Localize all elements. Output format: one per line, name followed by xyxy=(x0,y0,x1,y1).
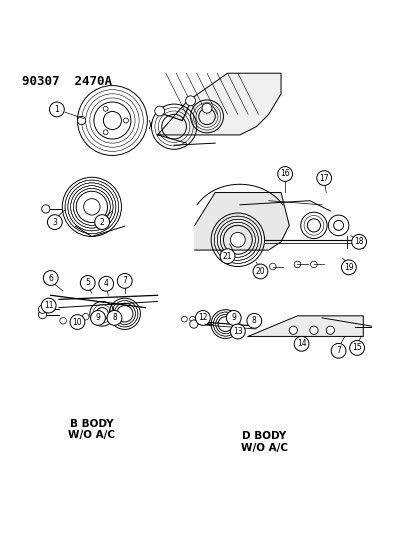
Circle shape xyxy=(269,263,275,270)
Circle shape xyxy=(289,326,297,334)
Circle shape xyxy=(154,106,164,116)
Circle shape xyxy=(316,171,331,185)
Circle shape xyxy=(47,215,62,230)
Circle shape xyxy=(103,106,108,111)
Circle shape xyxy=(72,316,78,322)
Circle shape xyxy=(103,111,121,130)
Text: 11: 11 xyxy=(44,301,53,310)
Circle shape xyxy=(117,273,132,288)
Text: 5: 5 xyxy=(85,278,90,287)
Circle shape xyxy=(226,311,240,325)
Circle shape xyxy=(294,261,300,268)
Text: 12: 12 xyxy=(198,313,207,322)
Circle shape xyxy=(107,311,121,325)
Text: 13: 13 xyxy=(233,327,242,336)
Circle shape xyxy=(90,311,105,325)
Text: 7: 7 xyxy=(335,346,340,356)
Circle shape xyxy=(277,167,292,181)
Circle shape xyxy=(294,336,308,351)
Circle shape xyxy=(325,326,334,334)
Circle shape xyxy=(197,316,203,322)
Circle shape xyxy=(103,130,108,135)
Circle shape xyxy=(330,343,345,358)
Circle shape xyxy=(351,235,366,249)
Circle shape xyxy=(41,298,56,313)
Text: 9: 9 xyxy=(231,313,235,322)
Circle shape xyxy=(189,316,195,322)
Text: 16: 16 xyxy=(280,169,289,179)
Circle shape xyxy=(43,271,58,285)
Polygon shape xyxy=(247,316,362,336)
Circle shape xyxy=(181,316,187,322)
Circle shape xyxy=(252,264,267,279)
Circle shape xyxy=(70,314,85,329)
Text: 1: 1 xyxy=(55,105,59,114)
Text: 9: 9 xyxy=(95,313,100,322)
Text: 8: 8 xyxy=(112,313,116,322)
Polygon shape xyxy=(194,192,289,250)
Circle shape xyxy=(77,116,85,125)
Circle shape xyxy=(99,277,114,291)
Text: 18: 18 xyxy=(354,237,363,246)
Circle shape xyxy=(246,313,261,328)
Circle shape xyxy=(38,305,47,313)
Text: 20: 20 xyxy=(255,267,265,276)
Circle shape xyxy=(50,102,64,117)
Text: 8: 8 xyxy=(251,316,256,325)
Circle shape xyxy=(123,118,128,123)
Circle shape xyxy=(341,260,356,274)
Text: 6: 6 xyxy=(48,273,53,282)
Text: 15: 15 xyxy=(351,343,361,352)
Circle shape xyxy=(59,318,66,324)
Circle shape xyxy=(185,96,195,106)
Circle shape xyxy=(42,205,50,213)
Circle shape xyxy=(80,276,95,290)
Circle shape xyxy=(230,232,244,247)
Circle shape xyxy=(310,261,316,268)
Text: B BODY
W/O A/C: B BODY W/O A/C xyxy=(68,418,115,440)
Text: 90307  2470A: 90307 2470A xyxy=(22,75,112,88)
Text: 17: 17 xyxy=(318,174,328,183)
Text: 4: 4 xyxy=(104,279,109,288)
Text: 10: 10 xyxy=(72,318,82,327)
Text: 19: 19 xyxy=(343,263,353,272)
Circle shape xyxy=(220,249,235,264)
Text: 21: 21 xyxy=(222,252,232,261)
Circle shape xyxy=(83,199,100,215)
Text: 3: 3 xyxy=(52,217,57,227)
Circle shape xyxy=(309,326,317,334)
Circle shape xyxy=(195,311,210,325)
Circle shape xyxy=(38,311,47,319)
Circle shape xyxy=(189,320,197,328)
Text: 14: 14 xyxy=(296,340,306,348)
Text: 7: 7 xyxy=(122,277,127,285)
Circle shape xyxy=(95,215,109,230)
Circle shape xyxy=(202,103,211,113)
Text: D BODY
W/O A/C: D BODY W/O A/C xyxy=(240,431,287,453)
Text: 2: 2 xyxy=(100,217,104,227)
Circle shape xyxy=(349,341,363,356)
Circle shape xyxy=(82,313,89,320)
Polygon shape xyxy=(157,73,280,135)
Circle shape xyxy=(230,324,244,339)
